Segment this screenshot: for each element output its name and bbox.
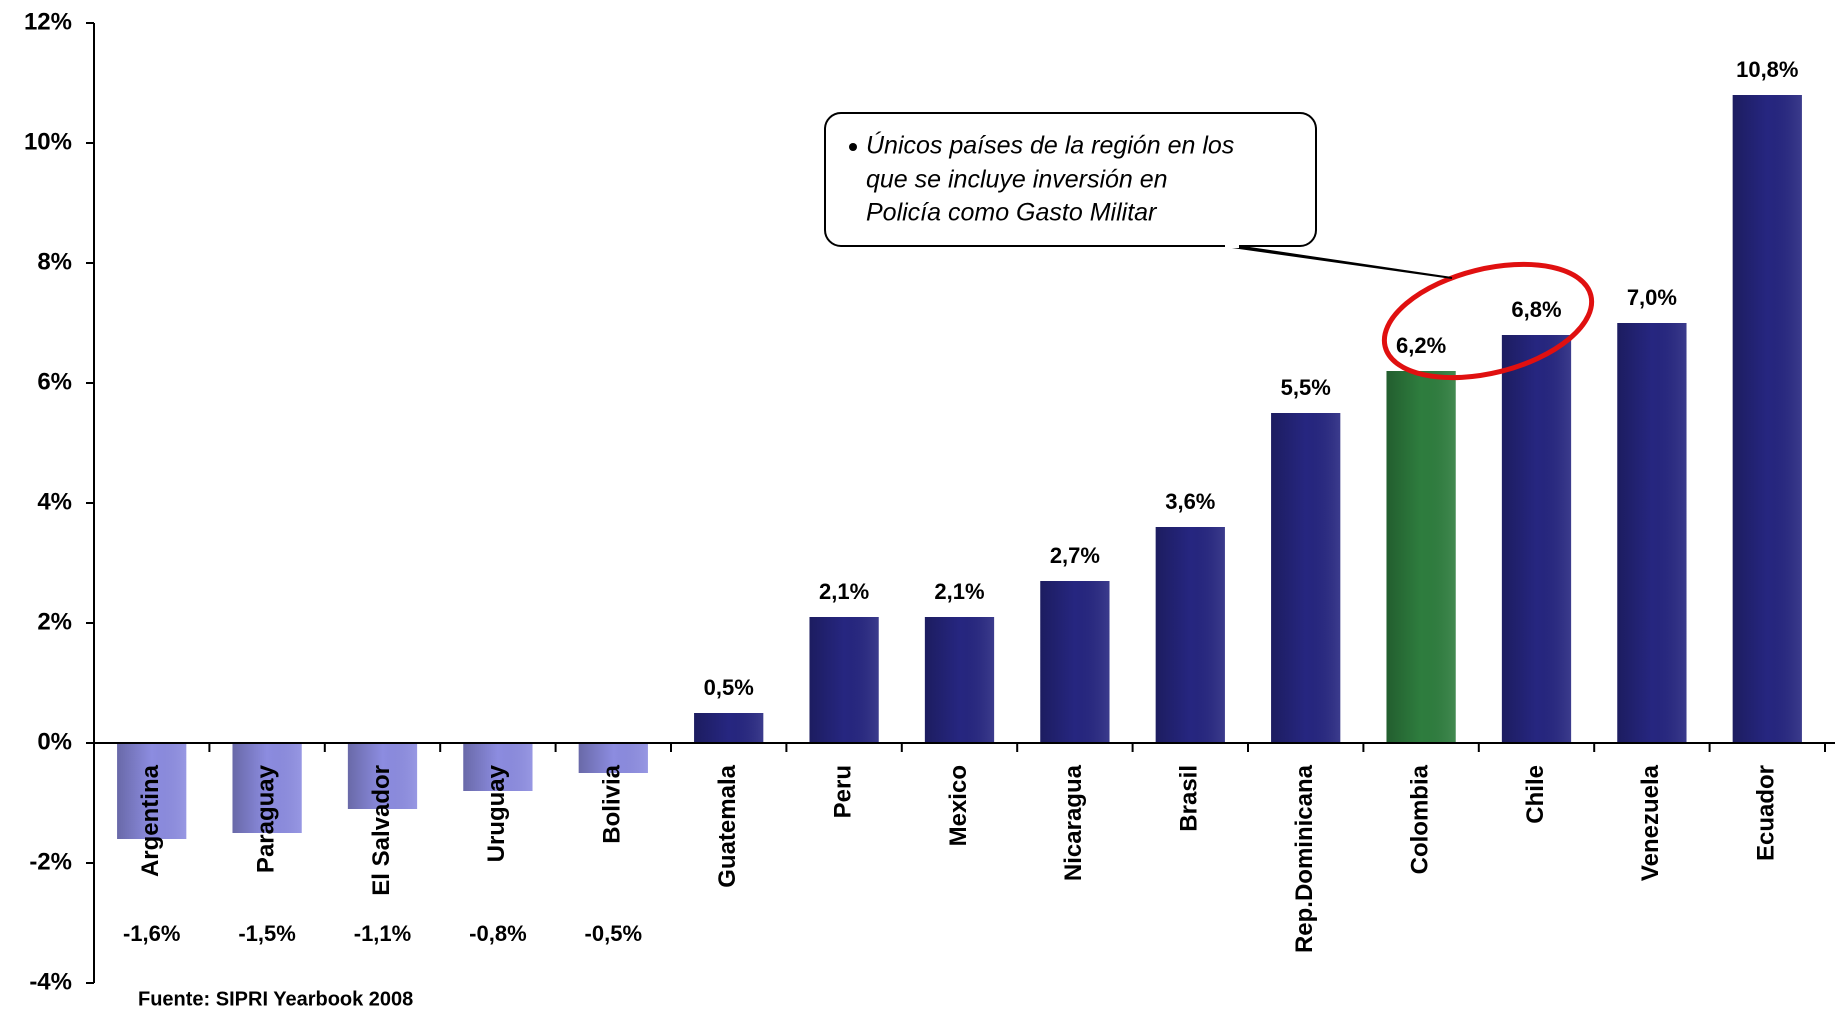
bar-shade — [1502, 335, 1571, 743]
value-label: -0,5% — [585, 921, 642, 946]
bar-shade — [1386, 371, 1455, 743]
callout-join — [1225, 244, 1239, 248]
value-label: 2,1% — [934, 579, 984, 604]
bar-shade — [694, 713, 763, 743]
x-tick-label: Chile — [1522, 765, 1549, 824]
value-label: 5,5% — [1281, 375, 1331, 400]
value-label: 3,6% — [1165, 489, 1215, 514]
y-tick-label: 0% — [37, 728, 72, 755]
bar-shade — [1271, 413, 1340, 743]
value-label: 6,2% — [1396, 333, 1446, 358]
x-tick-label: Ecuador — [1753, 765, 1780, 861]
bar-shade — [925, 617, 994, 743]
value-label: 0,5% — [704, 675, 754, 700]
value-label: -1,1% — [354, 921, 411, 946]
value-label: 7,0% — [1627, 285, 1677, 310]
annotation: Únicos países de la región en los que se… — [825, 113, 1452, 278]
x-tick-label: Peru — [829, 765, 856, 818]
value-label: -1,5% — [238, 921, 295, 946]
callout-pointer — [1225, 246, 1452, 278]
x-tick-label: Nicaragua — [1060, 764, 1087, 881]
x-tick-label: Colombia — [1406, 764, 1433, 874]
bar-shade — [809, 617, 878, 743]
bar-shade — [1156, 527, 1225, 743]
y-tick-label: 8% — [37, 248, 72, 275]
value-label: 6,8% — [1511, 297, 1561, 322]
x-tick-label: Argentina — [137, 764, 164, 877]
x-tick-label: Guatemala — [714, 764, 741, 887]
bar-shade — [1617, 323, 1686, 743]
x-tick-label: Brasil — [1176, 765, 1203, 832]
y-tick-label: 6% — [37, 368, 72, 395]
value-label: 2,1% — [819, 579, 869, 604]
x-tick-label: Bolivia — [599, 764, 626, 843]
x-tick-label: Uruguay — [483, 764, 510, 862]
y-tick-label: -4% — [29, 968, 72, 995]
x-tick-label: Mexico — [945, 765, 972, 846]
x-tick-label: Paraguay — [252, 764, 279, 873]
y-tick-label: 2% — [37, 608, 72, 635]
x-tick-label: El Salvador — [368, 765, 395, 896]
y-tick-label: 12% — [24, 8, 72, 35]
annotation-line: Policía como Gasto Militar — [866, 199, 1158, 227]
annotation-line: Únicos países de la región en los — [866, 131, 1234, 160]
value-label: 10,8% — [1736, 57, 1798, 82]
source: Fuente: SIPRI Yearbook 2008 — [138, 988, 413, 1009]
chart: Fuente: SIPRI Yearbook 2008 -4% -2% 0% 2% 4%… — [0, 0, 1835, 1009]
bar-shade — [1040, 581, 1109, 743]
page: {"chart_data": {"type": "bar", "categori… — [0, 0, 1835, 1009]
y-tick-label: 4% — [37, 488, 72, 515]
value-label: -1,6% — [123, 921, 180, 946]
x-tick-label: Venezuela — [1637, 764, 1664, 881]
y-tick-label: -2% — [29, 848, 72, 875]
x-tick-label: Rep.Dominicana — [1291, 764, 1318, 953]
value-label: -0,8% — [469, 921, 526, 946]
bar-shade — [1733, 95, 1802, 743]
y-tick-label: 10% — [24, 128, 72, 155]
value-label: 2,7% — [1050, 543, 1100, 568]
annotation-line: que se incluye inversión en — [866, 166, 1168, 194]
bullet — [849, 143, 857, 151]
